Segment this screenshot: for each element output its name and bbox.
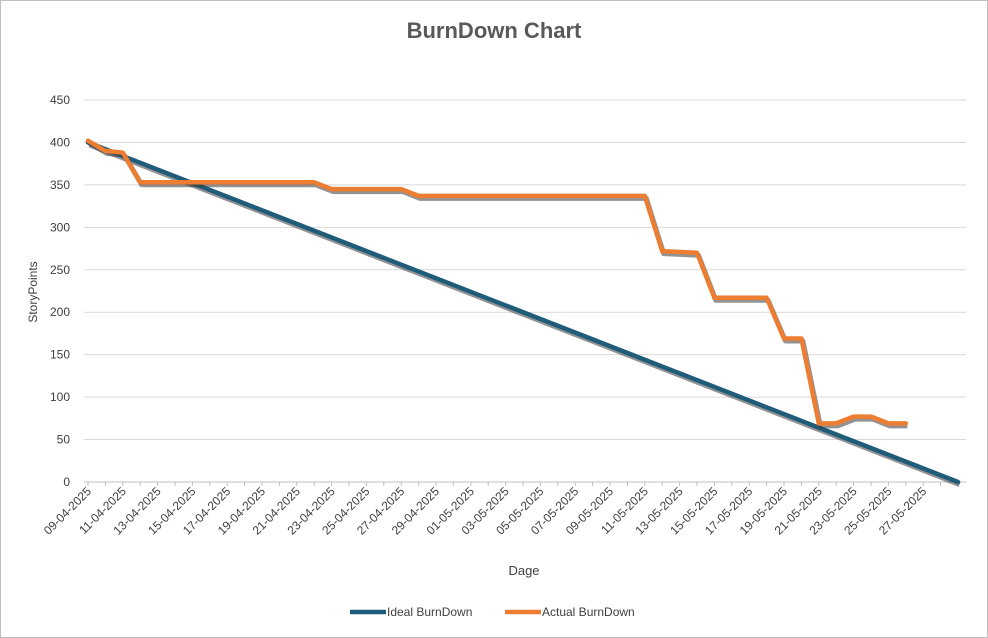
- y-tick-label: 50: [57, 433, 71, 447]
- y-tick-label: 100: [50, 390, 70, 404]
- y-axis-label: StoryPoints: [26, 261, 40, 322]
- y-tick-label: 0: [63, 475, 70, 489]
- y-tick-label: 250: [50, 263, 70, 277]
- legend-label: Ideal BurnDown: [387, 605, 472, 619]
- chart-title: BurnDown Chart: [406, 18, 582, 43]
- y-tick-label: 400: [50, 135, 70, 149]
- y-tick-label: 150: [50, 348, 70, 362]
- y-tick-label: 450: [50, 93, 70, 107]
- legend-label: Actual BurnDown: [542, 605, 635, 619]
- gridlines: [84, 99, 966, 486]
- y-tick-label: 350: [50, 178, 70, 192]
- legend: Ideal BurnDown Actual BurnDown: [350, 605, 635, 619]
- y-tick-label: 200: [50, 305, 70, 319]
- series-shadow: [88, 141, 908, 429]
- y-tick-labels: 0 50 100 150 200 250 300 350 400 450: [50, 93, 70, 489]
- series-lines: [85, 138, 961, 487]
- y-tick-label: 300: [50, 220, 70, 234]
- x-axis-label: Dage: [508, 563, 539, 578]
- series-line-1: [85, 138, 909, 426]
- series-line-0: [85, 140, 961, 485]
- x-tick-labels: 09-04-202511-04-202513-04-202515-04-2025…: [41, 484, 930, 538]
